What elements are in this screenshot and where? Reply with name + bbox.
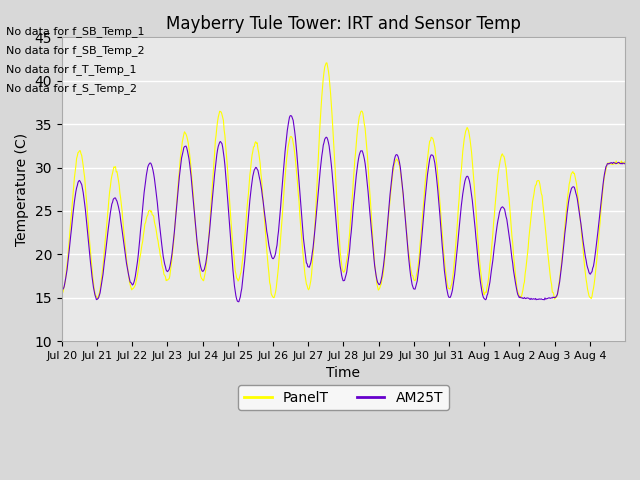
AM25T [278, 193, 285, 199]
PanelT [403, 225, 410, 231]
PanelT [277, 235, 285, 240]
Title: Mayberry Tule Tower: IRT and Sensor Temp: Mayberry Tule Tower: IRT and Sensor Temp [166, 15, 521, 33]
PanelT [124, 268, 132, 274]
Text: No data for f_SB_Temp_1: No data for f_SB_Temp_1 [6, 25, 145, 36]
PanelT [323, 60, 330, 66]
AM25T [228, 250, 236, 255]
Text: No data for f_SB_Temp_2: No data for f_SB_Temp_2 [6, 45, 145, 56]
AM25T [621, 161, 629, 167]
PanelT [58, 290, 66, 296]
AM25T [256, 178, 264, 184]
Line: PanelT: PanelT [62, 63, 625, 299]
AM25T [287, 113, 295, 119]
Legend: PanelT, AM25T: PanelT, AM25T [238, 385, 449, 410]
AM25T [124, 269, 132, 275]
Y-axis label: Temperature (C): Temperature (C) [15, 132, 29, 246]
PanelT [255, 155, 263, 160]
PanelT [434, 172, 442, 178]
PanelT [550, 296, 558, 302]
PanelT [621, 159, 629, 165]
Text: No data for f_S_Temp_2: No data for f_S_Temp_2 [6, 83, 138, 94]
AM25T [58, 288, 66, 294]
X-axis label: Time: Time [326, 366, 360, 381]
PanelT [228, 225, 236, 231]
Line: AM25T: AM25T [62, 116, 625, 302]
AM25T [435, 196, 442, 202]
AM25T [235, 299, 243, 305]
Text: No data for f_T_Temp_1: No data for f_T_Temp_1 [6, 64, 137, 75]
AM25T [403, 236, 411, 242]
